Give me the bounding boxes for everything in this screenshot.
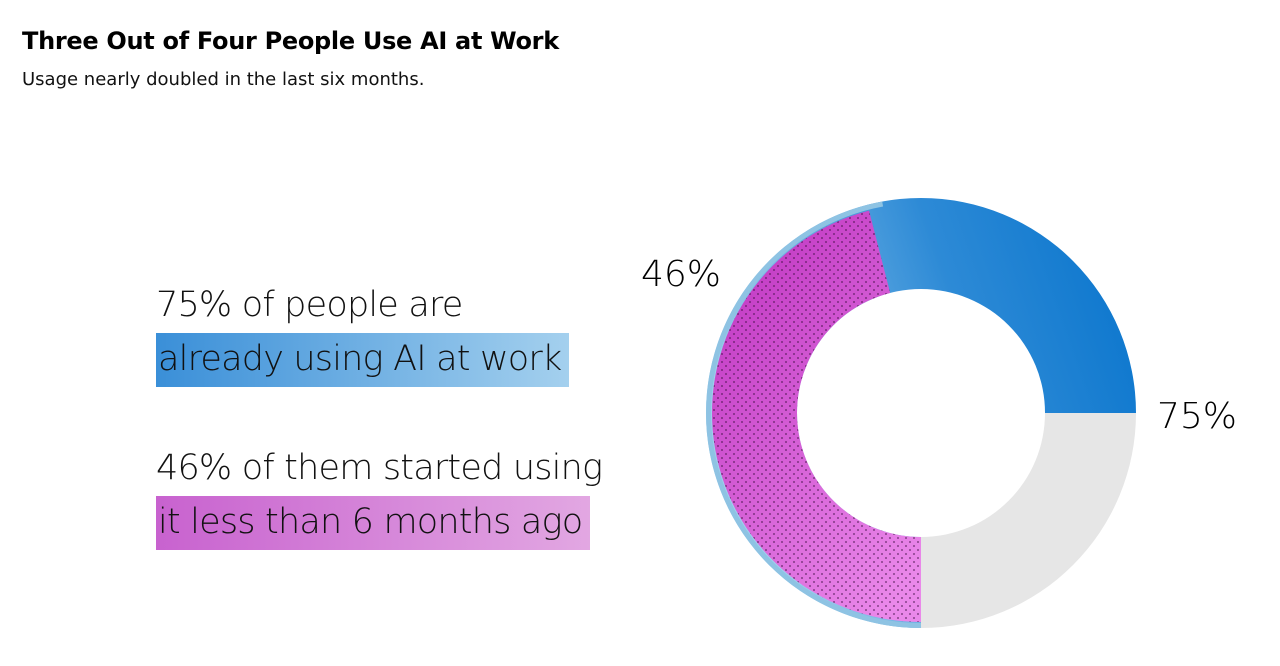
statement-recent-adoption-line: 46% of them started using — [156, 448, 603, 488]
statement-recent-adoption-highlight: it less than 6 months ago — [156, 496, 591, 550]
statement-ai-usage: 75% of people are already using AI at wo… — [156, 278, 570, 387]
data-label-75: 75% — [1157, 396, 1237, 437]
page-title: Three Out of Four People Use AI at Work — [22, 27, 559, 55]
donut-slice-recent-pattern — [712, 210, 921, 623]
data-label-46: 46% — [641, 254, 721, 295]
statement-recent-adoption: 46% of them started using it less than 6… — [156, 441, 603, 550]
page-subtitle: Usage nearly doubled in the last six mon… — [22, 69, 425, 90]
donut-slice-not-using — [921, 413, 1136, 628]
statement-ai-usage-highlight: already using AI at work — [156, 333, 570, 387]
statement-ai-usage-line: 75% of people are — [156, 285, 463, 325]
